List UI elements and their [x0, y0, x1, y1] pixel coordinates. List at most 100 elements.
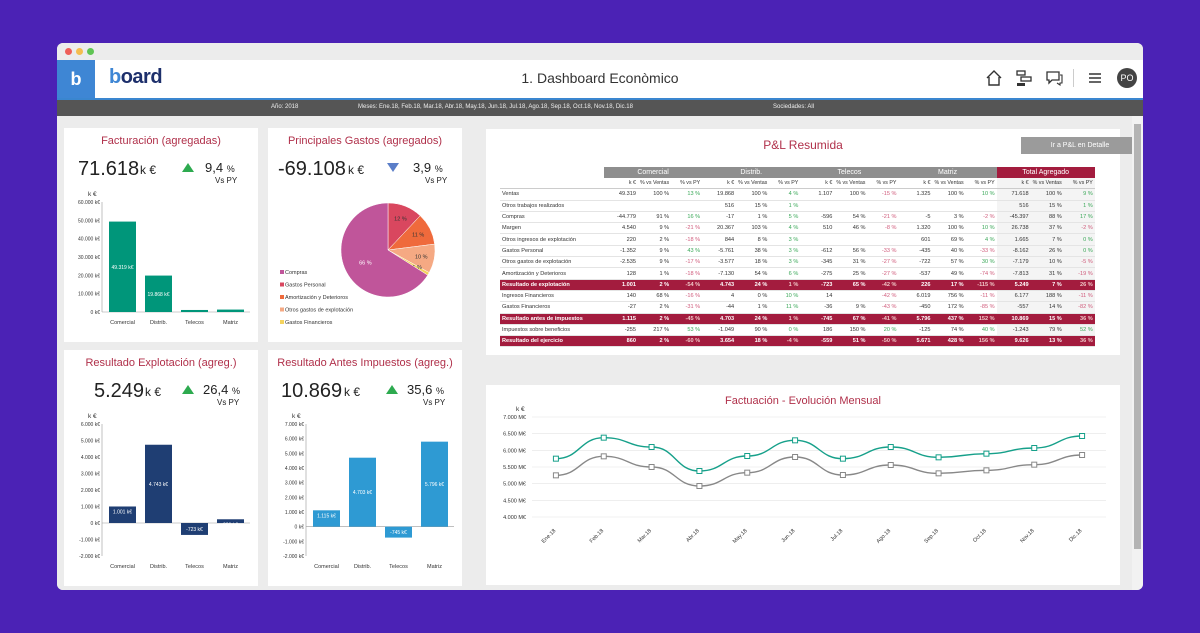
- home-icon[interactable]: [985, 69, 1003, 87]
- card-title: Principales Gastos (agregados): [287, 135, 443, 147]
- table-cell: 5 %: [769, 211, 801, 224]
- table-cell: -3.577: [702, 256, 737, 269]
- companies-filter[interactable]: Sociedades: All: [773, 104, 815, 110]
- table-cell: 100 %: [736, 188, 770, 201]
- table-cell: 37 %: [1030, 222, 1064, 235]
- table-cell: 5.249: [996, 279, 1031, 291]
- table-cell: 51 %: [834, 335, 868, 348]
- column-header: % vs PY: [867, 178, 899, 190]
- table-cell: 90 %: [736, 324, 770, 337]
- kpi-change: 26,4 %: [203, 382, 240, 397]
- months-filter[interactable]: Meses: Ene.18, Feb.18, Mar.18, Abr.18, M…: [358, 104, 633, 110]
- pie-slice-label: 12 %: [394, 217, 407, 223]
- x-tick-label: Telecos: [185, 564, 204, 570]
- dashboard-canvas: Facturación (agregadas) 71.618 k € 9,4 %…: [57, 116, 1139, 590]
- table-cell: [965, 200, 997, 212]
- table-cell: -557: [996, 301, 1031, 314]
- table-cell: 54 %: [736, 267, 770, 280]
- column-header: % vs PY: [671, 178, 703, 190]
- menu-icon[interactable]: [1086, 69, 1104, 87]
- table-cell: 24 %: [736, 279, 770, 291]
- table-cell: -27: [604, 301, 638, 314]
- table-cell: 1.107: [800, 188, 835, 201]
- table-cell: [800, 200, 835, 212]
- x-tick-label: Telecos: [389, 564, 408, 570]
- trend-up-icon: [182, 163, 194, 172]
- kpi-unit: k €: [140, 163, 157, 177]
- x-tick-label: Comercial: [314, 564, 339, 570]
- group-header: Telecos: [800, 167, 899, 178]
- table-cell: 4 %: [769, 222, 801, 235]
- table-cell: 150 %: [834, 324, 868, 337]
- series-point: [935, 454, 942, 461]
- y-tick-label: 10.000 k€: [78, 292, 100, 298]
- bar-Matriz: [421, 441, 448, 527]
- legend-swatch: [280, 307, 284, 312]
- table-cell: 9 %: [638, 245, 672, 258]
- layout-icon[interactable]: [1015, 69, 1033, 87]
- kpi-vs-label: Vs PY: [423, 398, 446, 407]
- table-cell: 79 %: [1030, 324, 1064, 337]
- table-cell: -54 %: [671, 279, 703, 291]
- x-tick-label: Matriz: [223, 564, 238, 570]
- legend-label: Gastos Personal: [285, 283, 326, 289]
- table-cell: 9 %: [638, 222, 672, 235]
- kpi-value: 5.249: [94, 380, 145, 402]
- table-cell: 2 %: [638, 279, 672, 291]
- y-tick-label: 30.000 k€: [78, 255, 100, 261]
- table-cell: 11 %: [769, 301, 801, 314]
- table-cell: -27 %: [867, 256, 899, 269]
- brand-wordmark: board: [109, 66, 163, 88]
- series-point: [552, 455, 559, 462]
- minimize-window-dot[interactable]: [76, 48, 83, 55]
- y-tick-label: -2.000 k€: [283, 554, 304, 560]
- bar-value-label: -723 k€: [186, 527, 203, 533]
- kpi-unit: k €: [344, 385, 361, 399]
- table-cell: 100 %: [932, 188, 966, 201]
- series-point: [648, 464, 655, 470]
- y-tick-label: 50.000 k€: [78, 218, 100, 224]
- table-cell: -18 %: [671, 267, 703, 280]
- legend-swatch: [280, 270, 284, 274]
- year-filter[interactable]: Año: 2018: [271, 104, 299, 110]
- bar-Distrib.: [145, 444, 172, 523]
- table-cell: 14 %: [1030, 301, 1064, 314]
- table-cell: 9.626: [996, 335, 1031, 348]
- table-cell: 1 %: [638, 267, 672, 280]
- table-cell: 1 %: [736, 301, 770, 314]
- table-cell: -4 %: [769, 335, 801, 348]
- legend-swatch: [280, 320, 284, 324]
- resultado-explotacion-bar-chart: k € -2.000 k€ -1.000 k€ 0 k€ 1.000 k€ 2.000 k…: [79, 413, 250, 570]
- table-cell: 2 %: [638, 335, 672, 348]
- table-row: Gastos Financieros -27 2 % -31 % -44 1 % 11 % -…: [500, 301, 1095, 314]
- kpi-value: -69.108: [278, 158, 346, 180]
- maximize-window-dot[interactable]: [87, 48, 94, 55]
- avatar[interactable]: PO: [1117, 68, 1137, 88]
- table-cell: [834, 233, 868, 246]
- column-header: % vs PY: [769, 178, 801, 190]
- card-title: Resultado Explotación (agreg.): [85, 357, 237, 369]
- pl-summary-panel: P&L Resumida Ir a P&L en Detalle Comerci…: [486, 129, 1139, 355]
- column-header: % vs Ventas: [834, 178, 868, 190]
- table-cell: 0 %: [1063, 245, 1095, 258]
- legend-label: Amortización y Deterioros: [285, 295, 348, 301]
- table-cell: 3 %: [932, 211, 966, 224]
- series-point: [983, 467, 990, 474]
- column-header: k €: [702, 178, 737, 190]
- table-cell: 15 %: [736, 200, 770, 212]
- table-cell: 31 %: [834, 256, 868, 269]
- table-cell: [867, 200, 899, 212]
- x-tick-label: Nov.18: [1019, 528, 1035, 544]
- close-window-dot[interactable]: [65, 48, 72, 55]
- table-cell: 46 %: [834, 222, 868, 235]
- comments-icon[interactable]: [1045, 69, 1063, 87]
- table-cell: 1.325: [898, 188, 933, 201]
- board-logo-icon[interactable]: b: [57, 60, 95, 98]
- kpi-value: 10.869: [281, 380, 343, 402]
- pl-detail-button[interactable]: Ir a P&L en Detalle: [1021, 137, 1139, 154]
- table-row: Gastos Personal -1.352 9 % 43 % -5.761 38 % 3 …: [500, 245, 1095, 258]
- scrollbar-thumb[interactable]: [1134, 124, 1141, 549]
- y-tick-label: 4.000 M€: [503, 515, 526, 521]
- table-cell: -8 %: [867, 222, 899, 235]
- vertical-scrollbar[interactable]: [1132, 116, 1143, 590]
